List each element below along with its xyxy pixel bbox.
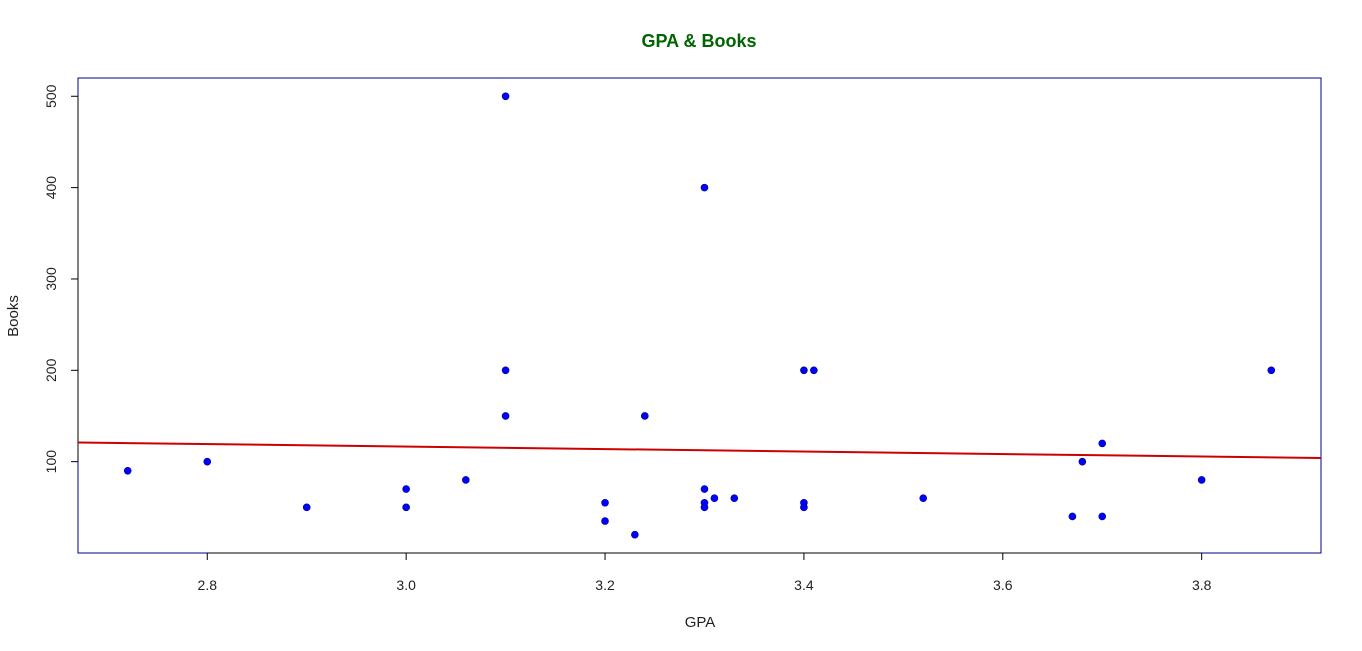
data-point [700, 183, 709, 192]
y-axis: 100 200 300 400 500 [43, 84, 79, 474]
data-point [501, 412, 510, 420]
data-points [123, 92, 1276, 539]
y-tick-label: 400 [43, 176, 59, 200]
data-point [601, 517, 609, 525]
data-point [631, 530, 639, 539]
data-point [501, 366, 510, 375]
x-tick-label: 3.8 [1192, 577, 1212, 593]
y-tick-label: 300 [43, 267, 59, 291]
data-point [123, 466, 132, 475]
x-axis-label: GPA [685, 614, 716, 631]
data-point [810, 366, 818, 375]
data-point [402, 485, 410, 493]
data-point [919, 494, 928, 502]
x-tick-label: 3.0 [396, 577, 416, 593]
data-point [800, 366, 808, 375]
data-point [700, 485, 709, 493]
data-point [1098, 439, 1107, 448]
data-point [1197, 476, 1206, 484]
data-point [462, 476, 470, 484]
y-axis-label: Books [5, 295, 22, 337]
x-tick-label: 2.8 [198, 577, 218, 593]
data-point [601, 498, 609, 507]
data-point [203, 457, 212, 466]
data-point [302, 503, 311, 512]
data-point [1078, 457, 1087, 466]
data-point [1267, 366, 1276, 375]
data-point [402, 503, 410, 512]
x-tick-label: 3.2 [595, 577, 615, 593]
data-point [501, 92, 510, 101]
y-tick-label: 200 [43, 358, 59, 382]
x-tick-label: 3.4 [794, 577, 814, 593]
data-point [800, 503, 808, 512]
x-tick-label: 3.6 [993, 577, 1013, 593]
data-point [730, 494, 739, 502]
data-point [1098, 512, 1107, 521]
x-axis: 2.8 3.0 3.2 3.4 3.6 3.8 [198, 552, 1212, 593]
regression-line [77, 441, 1322, 459]
chart-title: GPA & Books [641, 31, 756, 51]
data-point [700, 503, 709, 512]
y-tick-label: 100 [43, 450, 59, 474]
data-point [641, 412, 649, 420]
data-point [710, 494, 719, 502]
data-point [1068, 512, 1077, 521]
plot-area-frame [77, 77, 1322, 554]
y-tick-label: 500 [43, 84, 59, 108]
